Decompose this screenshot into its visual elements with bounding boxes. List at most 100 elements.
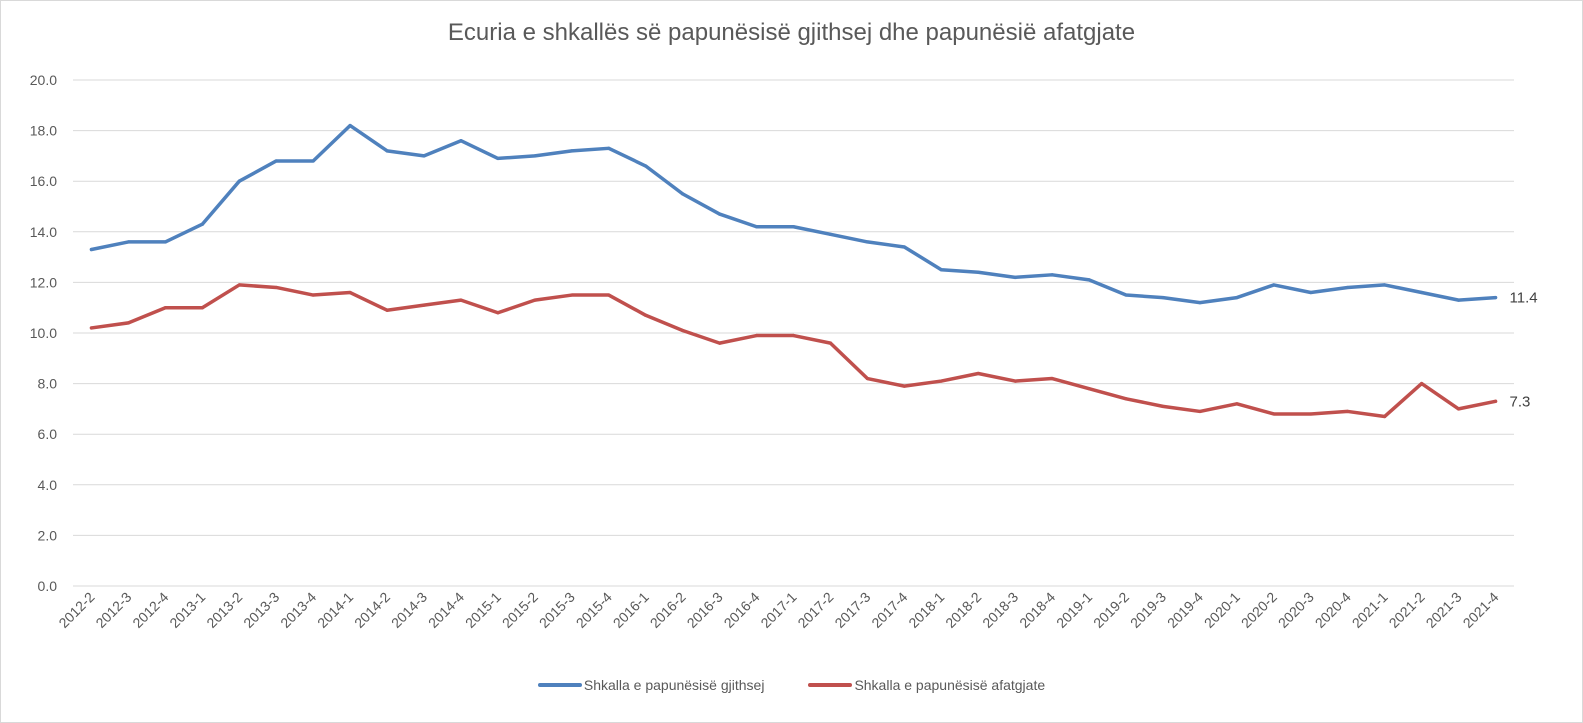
chart-title: Ecuria e shkallës së papunësisë gjithsej… [447,19,1136,46]
data-point [89,247,94,252]
data-point [681,192,685,196]
x-tick-label: 2021-3 [1423,589,1465,631]
x-tick-label: 2018-2 [942,589,984,631]
y-tick-label: 20.0 [30,72,57,88]
data-point [1013,379,1017,383]
data-point [718,341,722,345]
data-point [422,154,426,158]
data-point [237,283,241,287]
data-point [1493,399,1498,403]
data-point [1050,273,1054,277]
data-point [1124,293,1128,297]
data-point [1198,301,1202,305]
data-point [791,225,796,229]
data-point [939,268,943,272]
legend-item-longterm: Shkalla e papunësisë afatgjate [808,677,1045,693]
data-point [754,333,759,338]
x-tick-label: 2021-1 [1349,589,1391,631]
x-tick-label: 2013-2 [203,589,245,631]
data-point [1161,295,1165,300]
data-point [89,326,94,330]
legend-item-total: Shkalla e papunësisë gjithsej [537,677,765,693]
x-tick-label: 2012-4 [129,589,171,631]
x-tick-label: 2017-3 [831,589,873,631]
data-point [422,303,426,307]
y-tick-label: 2.0 [38,527,58,543]
y-tick-label: 16.0 [30,173,57,189]
data-point [126,321,131,325]
series-line-longterm [89,283,1498,419]
data-point [311,159,315,163]
data-point [570,149,574,153]
data-point [828,341,833,345]
data-point [1493,295,1498,300]
x-tick-label: 2014-4 [425,589,467,631]
data-point [237,179,241,183]
data-point [607,293,611,297]
data-point [533,298,537,302]
data-point [1383,283,1387,287]
data-point [791,333,796,338]
data-point [1087,278,1091,282]
data-point [126,240,131,244]
data-point [1161,404,1165,408]
legend-label-longterm: Shkalla e papunësisë afatgjate [854,677,1046,693]
data-point [1383,414,1387,419]
x-tick-label: 2012-2 [55,589,97,631]
x-tick-label: 2016-3 [684,589,726,631]
data-point [976,270,980,274]
data-point [348,290,352,295]
x-tick-label: 2018-1 [905,589,947,631]
data-point [163,306,167,310]
data-point [718,212,722,216]
x-tick-label: 2017-4 [868,589,910,631]
data-point [533,154,537,158]
data-label: 11.4 [1510,290,1538,307]
data-point [1272,283,1276,287]
legend-swatch-longterm [808,683,853,687]
y-tick-label: 4.0 [38,477,58,493]
data-point [496,311,500,315]
x-tick-label: 2019-2 [1090,589,1132,631]
data-point [644,313,648,317]
data-point [976,371,980,376]
x-tick-label: 2012-3 [92,589,134,631]
x-tick-label: 2015-2 [499,589,541,631]
y-tick-label: 6.0 [38,426,58,442]
y-tick-label: 8.0 [38,376,58,392]
data-point [828,232,833,236]
data-point [607,146,611,150]
data-point [1346,285,1350,290]
data-point [1309,412,1313,416]
data-point [1124,397,1128,401]
data-point [1087,387,1091,391]
x-tick-label: 2021-4 [1460,589,1502,631]
data-point [311,293,315,297]
data-point [865,376,869,381]
data-point [681,328,685,333]
data-point [1420,382,1424,386]
x-tick-label: 2019-3 [1127,589,1169,631]
data-point [902,245,906,249]
x-tick-label: 2020-2 [1238,589,1280,631]
x-tick-label: 2021-2 [1386,589,1428,631]
data-point [1013,275,1017,279]
x-tick-label: 2016-2 [647,589,689,631]
data-point [1235,295,1239,300]
legend-label-total: Shkalla e papunësisë gjithsej [583,677,765,693]
x-tick-label: 2015-1 [462,589,504,631]
x-tick-label: 2014-2 [351,589,393,631]
data-point [348,123,352,128]
x-tick-label: 2020-1 [1201,589,1243,631]
x-tick-label: 2014-3 [388,589,430,631]
data-point [1309,290,1313,295]
data-point [274,285,278,290]
data-point [274,159,278,163]
data-point [459,139,463,143]
data-point [1456,407,1461,411]
data-point [459,298,463,302]
data-point [570,293,574,297]
data-point [385,308,389,312]
legend: Shkalla e papunësisë gjithsej Shkalla e … [1,677,1582,693]
